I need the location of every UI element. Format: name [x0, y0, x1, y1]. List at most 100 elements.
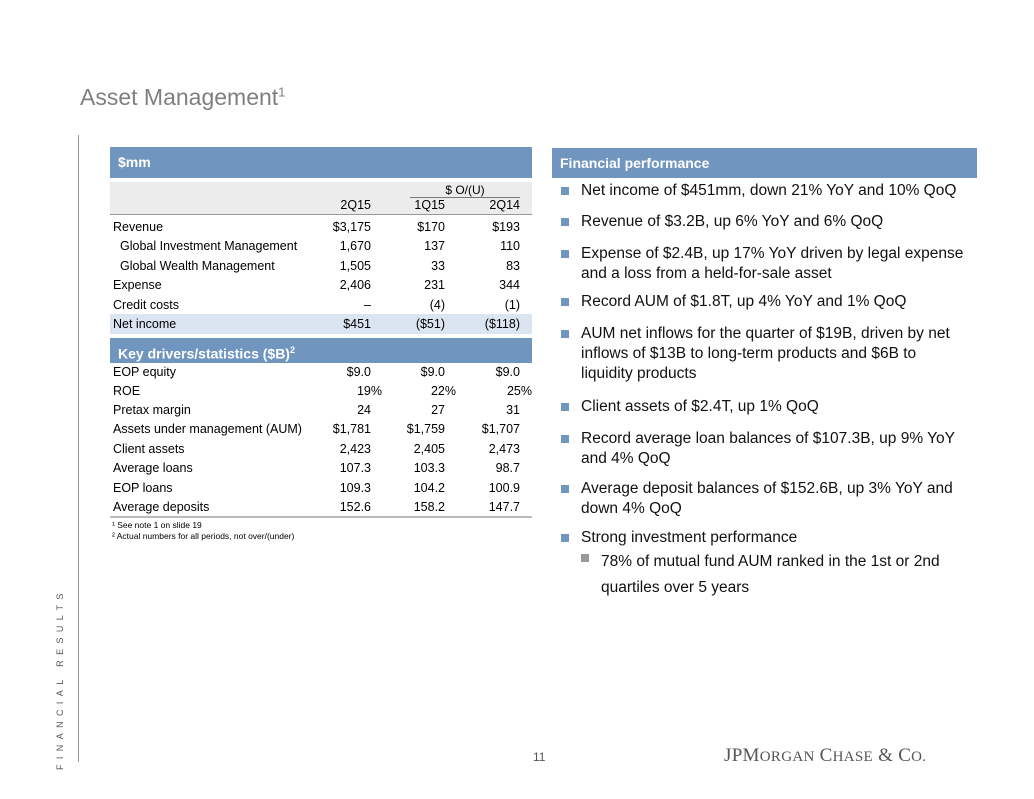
table-row: Revenue $3,175 $170 $193 [110, 217, 532, 237]
bullet-text: AUM net inflows for the quarter of $19B,… [581, 325, 950, 382]
bullet-marker-icon [561, 534, 569, 542]
cell: 109.3 [339, 481, 371, 495]
cell: 22% [430, 384, 456, 398]
table-row: Average loans 107.3 103.3 98.7 [110, 458, 532, 478]
row-label: EOP equity [113, 365, 177, 379]
group-header: $ O/(U) [410, 183, 520, 198]
table-row: Client assets 2,423 2,405 2,473 [110, 439, 532, 459]
row-label: EOP loans [113, 481, 173, 495]
cell: $451 [343, 317, 371, 331]
row-label: Expense [113, 278, 162, 292]
cell: 104.2 [413, 481, 445, 495]
side-label: FINANCIAL RESULTS [55, 588, 65, 770]
row-label: ROE [113, 384, 141, 398]
cell: 158.2 [413, 500, 445, 514]
cell: 2,423 [339, 442, 371, 456]
cell: $170 [417, 220, 445, 234]
bullet-marker-icon [561, 298, 569, 306]
column-header-band [110, 182, 532, 215]
bullet-marker-icon [561, 187, 569, 195]
cell: 2,406 [339, 278, 371, 292]
table-row: Expense 2,406 231 344 [110, 275, 532, 295]
row-label: Average deposits [113, 500, 210, 514]
bullet-text: Average deposit balances of $152.6B, up … [581, 480, 953, 517]
page-title: Asset Management1 [80, 84, 286, 110]
cell: 31 [506, 403, 520, 417]
bullet-marker-icon [561, 218, 569, 226]
footnote: ² Actual numbers for all periods, not ov… [112, 531, 295, 541]
cell: $1,707 [481, 422, 520, 436]
cell: 83 [506, 259, 520, 273]
row-label: Global Wealth Management [120, 259, 275, 273]
cell: $9.0 [495, 365, 520, 379]
cell: (4) [429, 298, 445, 312]
cell: $1,781 [332, 422, 371, 436]
bullet-text: Record average loan balances of $107.3B,… [581, 430, 955, 467]
table-row: EOP equity $9.0 $9.0 $9.0 [110, 362, 532, 382]
cell: 100.9 [488, 481, 520, 495]
cell: 152.6 [339, 500, 371, 514]
cell: 2,473 [488, 442, 520, 456]
cell: 231 [424, 278, 445, 292]
bullet-item: Revenue of $3.2B, up 6% YoY and 6% QoQ [561, 212, 971, 232]
cell: 107.3 [339, 461, 371, 475]
row-label: Average loans [113, 461, 193, 475]
page-number: 11 [533, 750, 546, 764]
bullet-marker-icon [561, 403, 569, 411]
bullet-item: Average deposit balances of $152.6B, up … [561, 479, 971, 519]
cell: 33 [431, 259, 445, 273]
table-row: Credit costs – (4) (1) [110, 295, 532, 315]
cell: $1,759 [406, 422, 445, 436]
column-header: 1Q15 [414, 198, 445, 212]
cell: 2,405 [413, 442, 445, 456]
column-headers: 2Q15 1Q15 2Q14 [110, 195, 532, 215]
table-row: Global Wealth Management 1,505 33 83 [110, 256, 532, 276]
footnote: ¹ See note 1 on slide 19 [112, 520, 202, 530]
bullet-item: AUM net inflows for the quarter of $19B,… [561, 324, 971, 384]
column-header: 2Q14 [489, 198, 520, 212]
sub-bullet-item: 78% of mutual fund AUM ranked in the 1st… [581, 549, 971, 601]
table-bottom-rule [110, 516, 532, 518]
bullet-item: Net income of $451mm, down 21% YoY and 1… [561, 181, 971, 201]
cell: 24 [357, 403, 371, 417]
cell: 137 [424, 239, 445, 253]
bullet-item: Expense of $2.4B, up 17% YoY driven by l… [561, 244, 971, 284]
bullet-text: Expense of $2.4B, up 17% YoY driven by l… [581, 245, 964, 282]
performance-header: Financial performance [552, 148, 977, 178]
cell: 25% [506, 384, 532, 398]
cell: 19% [356, 384, 382, 398]
table-row: Average deposits 152.6 158.2 147.7 [110, 497, 532, 517]
cell: – [364, 298, 371, 312]
table-row: EOP loans 109.3 104.2 100.9 [110, 478, 532, 498]
column-header: 2Q15 [340, 198, 371, 212]
table-row: Assets under management (AUM) $1,781 $1,75… [110, 419, 532, 439]
drivers-header: Key drivers/statistics ($B)2 [110, 338, 532, 363]
divider [78, 135, 79, 762]
row-label: Credit costs [113, 298, 179, 312]
bullet-item: Client assets of $2.4T, up 1% QoQ [561, 397, 971, 417]
cell: $9.0 [420, 365, 445, 379]
row-label: Net income [113, 317, 177, 331]
cell: (1) [504, 298, 520, 312]
table-row: Pretax margin 24 27 31 [110, 400, 532, 420]
cell: $9.0 [346, 365, 371, 379]
bullet-text: Record AUM of $1.8T, up 4% YoY and 1% Qo… [581, 293, 907, 310]
cell: 27 [431, 403, 445, 417]
bullet-marker-icon [561, 250, 569, 258]
bullet-marker-icon [561, 435, 569, 443]
row-label: Revenue [113, 220, 164, 234]
cell: 147.7 [488, 500, 520, 514]
bullet-marker-icon [561, 485, 569, 493]
cell: 98.7 [495, 461, 520, 475]
bullet-marker-icon [581, 554, 589, 562]
table-row: ROE 19% 22% 25% [110, 381, 532, 401]
logo: JPMORGAN CHASE & CO. [724, 745, 927, 766]
bullet-text: 78% of mutual fund AUM ranked in the 1st… [601, 553, 940, 596]
cell: ($118) [484, 317, 520, 331]
row-label: Assets under management (AUM) [113, 422, 302, 436]
cell: $3,175 [332, 220, 371, 234]
bullet-item: Record average loan balances of $107.3B,… [561, 429, 971, 469]
bullet-text: Revenue of $3.2B, up 6% YoY and 6% QoQ [581, 213, 884, 230]
table-row: Net income $451 ($51) ($118) [110, 314, 532, 334]
